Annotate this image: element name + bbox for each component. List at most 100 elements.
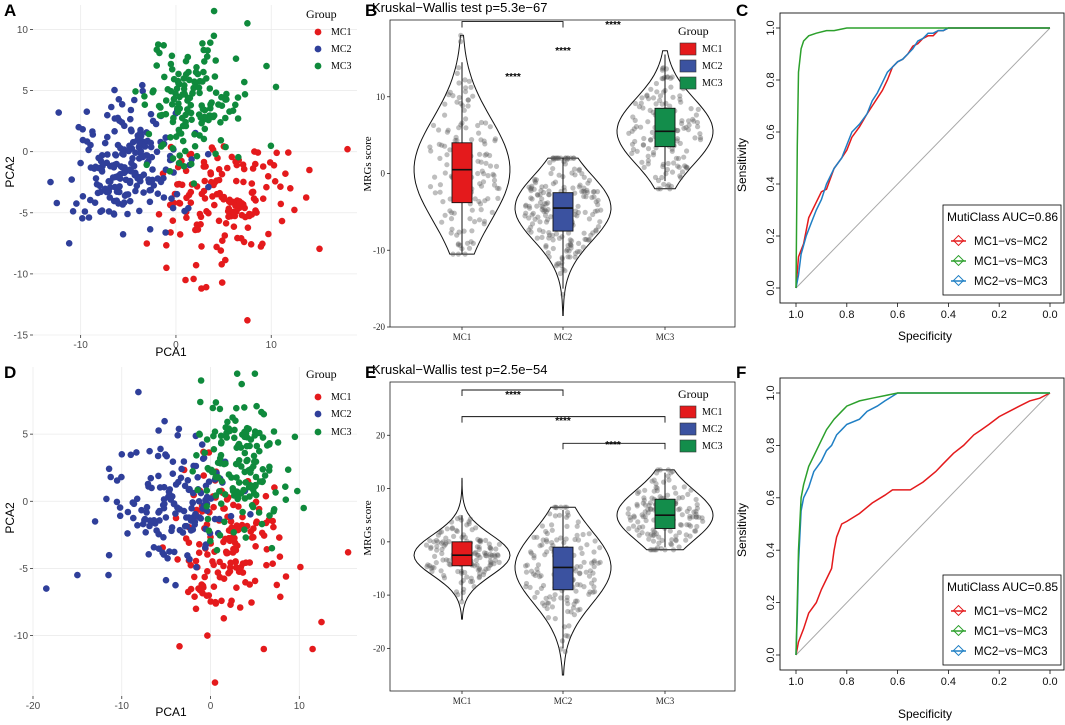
jitter-point — [436, 141, 442, 147]
point-mc1 — [344, 549, 352, 556]
jitter-point — [481, 171, 487, 177]
jitter-point — [673, 538, 679, 544]
point-mc1 — [192, 261, 200, 269]
jitter-point — [453, 589, 460, 595]
point-mc2 — [192, 510, 199, 518]
point-mc2 — [133, 495, 141, 503]
jitter-point — [688, 523, 694, 529]
jitter-point — [458, 32, 464, 39]
jitter-point — [565, 509, 571, 516]
jitter-point — [669, 74, 675, 80]
legend-a-mc3-label: MC3 — [331, 61, 352, 72]
legend-e-mc1-key — [679, 405, 697, 419]
jitter-point — [483, 120, 489, 126]
jitter-point — [684, 164, 690, 170]
point-mc3 — [222, 96, 229, 103]
jitter-point — [687, 533, 693, 539]
jitter-point — [646, 536, 652, 542]
jitter-point — [591, 559, 597, 565]
jitter-point — [482, 552, 489, 559]
point-mc2 — [139, 81, 146, 89]
jitter-point — [476, 538, 483, 544]
jitter-point — [682, 163, 688, 169]
jitter-point — [657, 494, 663, 500]
panel-letter-c: C — [736, 1, 748, 20]
point-mc1 — [248, 180, 256, 187]
point-mc3 — [221, 491, 229, 498]
roc-c-ylabel: Sensitivity — [735, 138, 749, 192]
jitter-point — [694, 514, 700, 520]
point-mc2 — [180, 458, 188, 465]
jitter-point — [587, 568, 594, 574]
jitter-point — [462, 251, 468, 257]
jitter-point — [545, 206, 551, 213]
jitter-point — [443, 557, 449, 563]
jitter-point — [477, 554, 483, 561]
point-mc2 — [105, 571, 112, 579]
jitter-point — [649, 129, 656, 135]
point-mc3 — [196, 89, 203, 97]
jitter-point — [482, 550, 488, 556]
jitter-point — [597, 219, 603, 225]
jitter-point — [564, 523, 570, 530]
jitter-point — [442, 101, 448, 107]
jitter-point — [478, 537, 484, 543]
jitter-point — [441, 575, 448, 581]
point-mc3 — [274, 439, 282, 446]
jitter-point — [565, 242, 571, 249]
point-mc2 — [205, 478, 213, 486]
tick-label-y: -15 — [14, 331, 29, 342]
point-mc3 — [229, 485, 237, 492]
jitter-point — [659, 537, 665, 544]
jitter-point — [434, 543, 440, 549]
point-mc3 — [201, 58, 208, 65]
point-mc1 — [192, 605, 200, 613]
jitter-point — [586, 591, 592, 597]
jitter-point — [546, 230, 552, 236]
point-mc1 — [218, 170, 226, 178]
jitter-point — [660, 66, 666, 72]
jitter-point — [630, 114, 636, 120]
point-mc3 — [230, 492, 238, 499]
point-mc1 — [205, 592, 213, 599]
jitter-point — [485, 173, 491, 179]
jitter-point — [528, 188, 534, 194]
point-mc2 — [139, 153, 147, 161]
jitter-point — [495, 552, 501, 558]
jitter-point — [439, 219, 445, 225]
point-mc3 — [263, 62, 270, 70]
point-mc3 — [212, 492, 220, 499]
jitter-point — [650, 527, 656, 533]
point-mc1 — [309, 645, 316, 653]
point-mc3 — [259, 434, 267, 441]
point-mc2 — [181, 522, 189, 530]
jitter-point — [474, 552, 480, 558]
jitter-point — [476, 574, 483, 580]
jitter-point — [583, 569, 589, 575]
jitter-point — [566, 230, 572, 236]
jitter-point — [523, 203, 529, 209]
point-mc2 — [127, 451, 135, 459]
jitter-point — [471, 584, 477, 590]
jitter-point — [546, 235, 552, 241]
point-mc2 — [77, 159, 84, 167]
jitter-point — [478, 183, 485, 189]
jitter-point — [591, 564, 597, 570]
jitter-point — [532, 178, 538, 184]
jitter-point — [523, 202, 529, 208]
jitter-point — [451, 210, 457, 216]
jitter-point — [538, 573, 544, 579]
jitter-point — [534, 235, 540, 241]
point-mc1 — [167, 229, 174, 236]
point-mc3 — [213, 546, 221, 554]
point-mc3 — [231, 434, 238, 442]
point-mc1 — [201, 573, 208, 581]
point-mc2 — [93, 181, 101, 188]
point-mc2 — [55, 109, 62, 116]
jitter-point — [548, 545, 554, 552]
jitter-point — [475, 536, 481, 543]
point-mc1 — [273, 149, 281, 157]
jitter-point — [487, 152, 493, 159]
tick-label-y: -10 — [373, 590, 385, 600]
point-mc3 — [243, 424, 251, 432]
